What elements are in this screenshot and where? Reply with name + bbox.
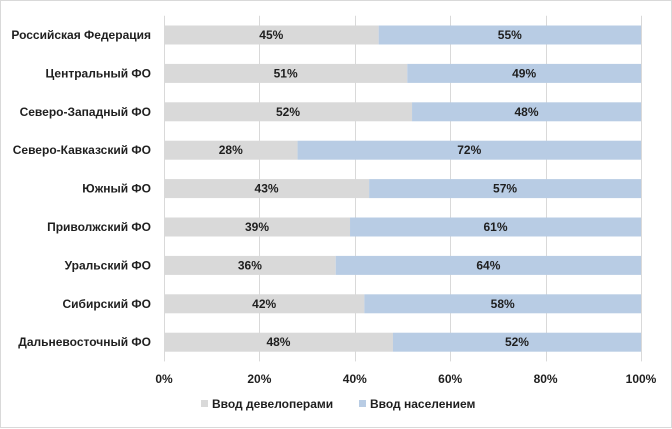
data-labels: 45% 55% 51% 49% 52% 48% 28% 72% 43% 57% 39% 61% 36% 6…: [219, 28, 539, 349]
bar-segment: [164, 25, 379, 45]
bar-segment: [412, 102, 641, 122]
legend-label: Ввод населением: [370, 397, 476, 411]
bar-segment: [164, 294, 365, 314]
category-label: Северо-Западный ФО: [20, 105, 151, 119]
data-label: 28%: [219, 143, 243, 157]
legend: Ввод девелоперами Ввод населением: [201, 397, 476, 411]
data-label: 55%: [498, 28, 522, 42]
data-label: 48%: [515, 105, 539, 119]
bar-segment: [164, 217, 351, 237]
bar-segment: [164, 179, 370, 199]
x-tick-label: 80%: [534, 372, 558, 386]
bars: [164, 25, 641, 352]
category-label: Уральский ФО: [65, 258, 151, 272]
data-label: 42%: [252, 297, 276, 311]
bar-segment: [364, 294, 641, 314]
data-label: 57%: [493, 182, 517, 196]
data-label: 52%: [276, 105, 300, 119]
bar-segment: [164, 140, 298, 160]
category-label: Приволжский ФО: [47, 220, 151, 234]
category-label: Центральный ФО: [46, 66, 152, 80]
category-labels: Российская Федерация Центральный ФО Северо…: [11, 28, 151, 349]
category-label: Северо-Кавказский ФО: [13, 143, 151, 157]
data-label: 49%: [512, 66, 536, 80]
legend-swatch: [201, 400, 208, 407]
bar-segment: [369, 179, 641, 199]
data-label: 45%: [259, 28, 283, 42]
data-label: 72%: [457, 143, 481, 157]
data-label: 43%: [255, 182, 279, 196]
bar-segment: [378, 25, 641, 45]
data-label: 48%: [266, 335, 290, 349]
data-label: 52%: [505, 335, 529, 349]
data-label: 51%: [274, 66, 298, 80]
category-label: Дальневосточный ФО: [18, 335, 151, 349]
category-label: Российская Федерация: [11, 28, 151, 42]
data-label: 36%: [238, 258, 262, 272]
data-label: 58%: [491, 297, 515, 311]
x-tick-label: 20%: [247, 372, 271, 386]
bar-segment: [297, 140, 641, 160]
legend-label: Ввод девелоперами: [212, 397, 333, 411]
data-label: 64%: [476, 258, 500, 272]
x-tick-label: 60%: [438, 372, 462, 386]
x-tick-label: 100%: [626, 372, 657, 386]
x-tick-label: 40%: [343, 372, 367, 386]
data-label: 39%: [245, 220, 269, 234]
x-axis-tick-labels: 0% 20% 40% 60% 80% 100%: [155, 372, 656, 386]
legend-swatch: [359, 400, 366, 407]
category-label: Сибирский ФО: [62, 297, 151, 311]
bar-segment: [164, 63, 408, 83]
bar-segment: [164, 255, 336, 275]
bar-segment: [335, 255, 641, 275]
x-tick-label: 0%: [155, 372, 173, 386]
bar-segment: [407, 63, 641, 83]
bar-segment: [164, 102, 413, 122]
data-label: 61%: [483, 220, 507, 234]
bar-segment: [350, 217, 641, 237]
bar-segment: [164, 332, 393, 352]
category-label: Южный ФО: [82, 182, 151, 196]
bar-segment: [392, 332, 641, 352]
